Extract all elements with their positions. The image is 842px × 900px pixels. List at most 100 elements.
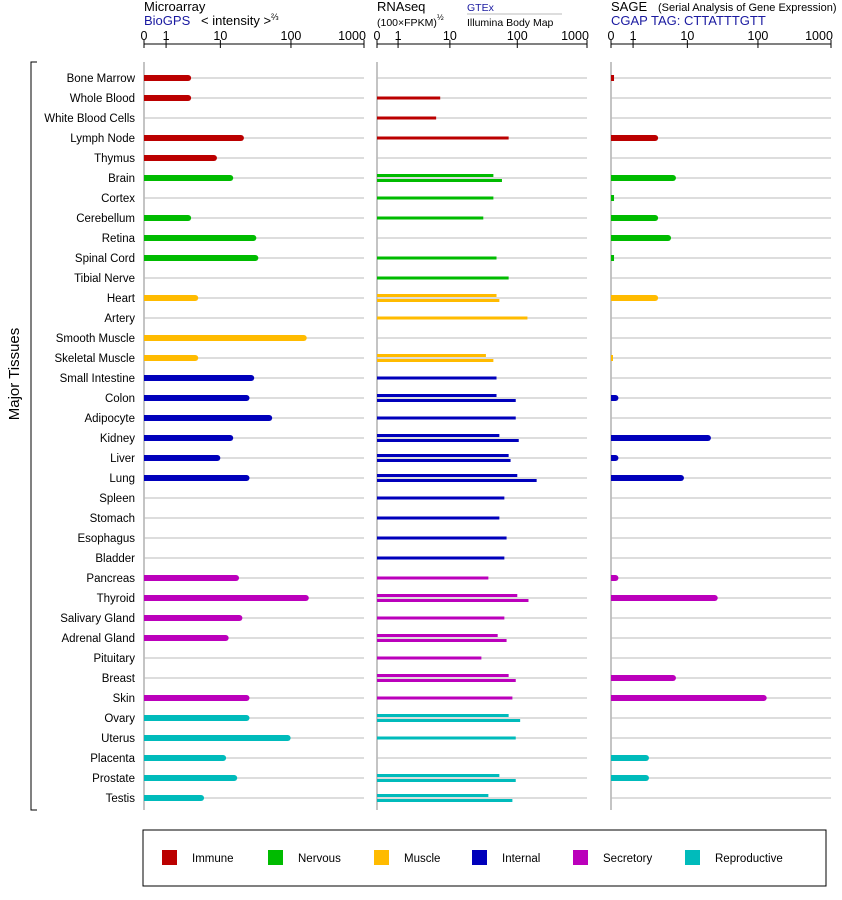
rnaseq-gtex-bar — [377, 294, 497, 297]
sage-bar — [611, 595, 715, 601]
microarray-bar-cap — [243, 475, 250, 481]
microarray-tick-label: 1000 — [338, 29, 366, 43]
sage-bar-cap — [652, 215, 659, 221]
rnaseq-tick-label: 1 — [395, 29, 402, 43]
rnaseq-gtex-bar — [377, 136, 509, 140]
tissue-label: Thymus — [94, 153, 135, 165]
legend-swatch-nervous — [268, 850, 283, 865]
microarray-bar-cap — [243, 715, 250, 721]
sage-bar-cap — [612, 455, 619, 461]
microarray-bar — [144, 435, 231, 441]
microarray-bar — [144, 775, 235, 781]
sage-bar — [611, 775, 646, 781]
tissue-label: Thyroid — [97, 593, 135, 605]
microarray-bar — [144, 135, 241, 141]
legend-label-internal: Internal — [502, 853, 540, 865]
microarray-unit-exponent: ⅔ — [271, 12, 279, 22]
rnaseq-ibm-bar — [377, 679, 516, 682]
sage-tick-label: 10 — [680, 29, 694, 43]
microarray-bar-cap — [227, 175, 234, 181]
tissue-label: Whole Blood — [70, 93, 135, 105]
tissue-label: Placenta — [90, 753, 135, 765]
tissue-bracket — [30, 61, 37, 811]
tissue-label: Esophagus — [77, 533, 135, 545]
sage-bar-cap — [642, 775, 649, 781]
rnaseq-gtex-bar — [377, 774, 500, 777]
microarray-unit: < intensity > — [201, 13, 271, 28]
rnaseq-gtex-bar — [377, 116, 437, 120]
microarray-bar — [144, 335, 304, 341]
rnaseq-gtex-bar — [377, 516, 500, 520]
microarray-bar-cap — [185, 95, 192, 101]
microarray-bar — [144, 95, 189, 101]
microarray-bar-cap — [210, 155, 217, 161]
legend-swatch-internal — [472, 850, 487, 865]
tissue-label: Pituitary — [93, 653, 135, 665]
legend-label-muscle: Muscle — [404, 853, 440, 865]
microarray-bar-cap — [252, 255, 259, 261]
tissue-label: Stomach — [90, 513, 135, 525]
rnaseq-ibm-bar — [377, 359, 494, 362]
microarray-bar — [144, 175, 231, 181]
tissue-label: Spleen — [99, 493, 135, 505]
tissue-label: Bladder — [95, 553, 135, 565]
microarray-bar — [144, 795, 202, 801]
rnaseq-ibm-bar — [377, 439, 519, 442]
rnaseq-ibm-bar — [377, 779, 516, 782]
microarray-bar — [144, 455, 218, 461]
sage-bar-cap — [612, 395, 619, 401]
sage-bar-cap — [642, 755, 649, 761]
microarray-bar — [144, 235, 254, 241]
rnaseq-ibm-bar — [377, 399, 516, 402]
microarray-bar — [144, 475, 247, 481]
rnaseq-ibm-bar — [377, 639, 507, 642]
sage-bar — [611, 75, 615, 81]
rnaseq-gtex-bar — [377, 556, 505, 560]
microarray-bar-cap — [222, 635, 229, 641]
tissue-label: Salivary Gland — [60, 613, 135, 625]
microarray-bar — [144, 415, 270, 421]
tissue-label: Lung — [109, 473, 135, 485]
rnaseq-gtex-bar — [377, 656, 482, 660]
microarray-bar-cap — [231, 775, 238, 781]
sage-bar-cap — [669, 175, 676, 181]
microarray-bar — [144, 755, 224, 761]
tissue-label: Spinal Cord — [75, 253, 135, 265]
sage-bar — [611, 695, 764, 701]
tissue-label: Artery — [104, 313, 135, 325]
microarray-bar — [144, 155, 214, 161]
sage-bar — [611, 175, 673, 181]
rnaseq-gtex-bar — [377, 736, 516, 740]
microarray-bar — [144, 695, 247, 701]
sage-title: SAGE — [611, 0, 647, 14]
microarray-bar-cap — [243, 695, 250, 701]
microarray-bar — [144, 615, 240, 621]
tissue-label: Lymph Node — [70, 133, 135, 145]
sage-title-note: (Serial Analysis of Gene Expression) — [658, 2, 837, 14]
rnaseq-gtex-bar — [377, 714, 509, 717]
microarray-bar-cap — [214, 455, 221, 461]
microarray-tick-label: 0 — [141, 29, 148, 43]
rnaseq-unit: (100×FPKM) — [377, 17, 437, 29]
tissue-label: Uterus — [101, 733, 135, 745]
tissue-label: Retina — [102, 233, 136, 245]
tissue-label: Heart — [107, 293, 136, 305]
microarray-bar — [144, 375, 252, 381]
tissue-label: Skeletal Muscle — [54, 353, 135, 365]
microarray-bar-cap — [192, 295, 199, 301]
sage-bar-cap — [652, 135, 659, 141]
microarray-source: BioGPS — [144, 13, 191, 28]
microarray-bar — [144, 255, 256, 261]
rnaseq-tick-label: 0 — [374, 29, 381, 43]
microarray-bar — [144, 355, 196, 361]
sage-bar — [611, 235, 669, 241]
rnaseq-gtex-bar — [377, 696, 513, 700]
rnaseq-gtex-bar — [377, 394, 497, 397]
sage-bar — [611, 255, 615, 261]
microarray-tick-label: 10 — [213, 29, 227, 43]
rnaseq-ibm-bar — [377, 599, 529, 602]
rnaseq-ibm-bar — [377, 299, 500, 302]
tissue-label: Testis — [106, 793, 136, 805]
rnaseq-gtex-bar — [377, 354, 486, 357]
